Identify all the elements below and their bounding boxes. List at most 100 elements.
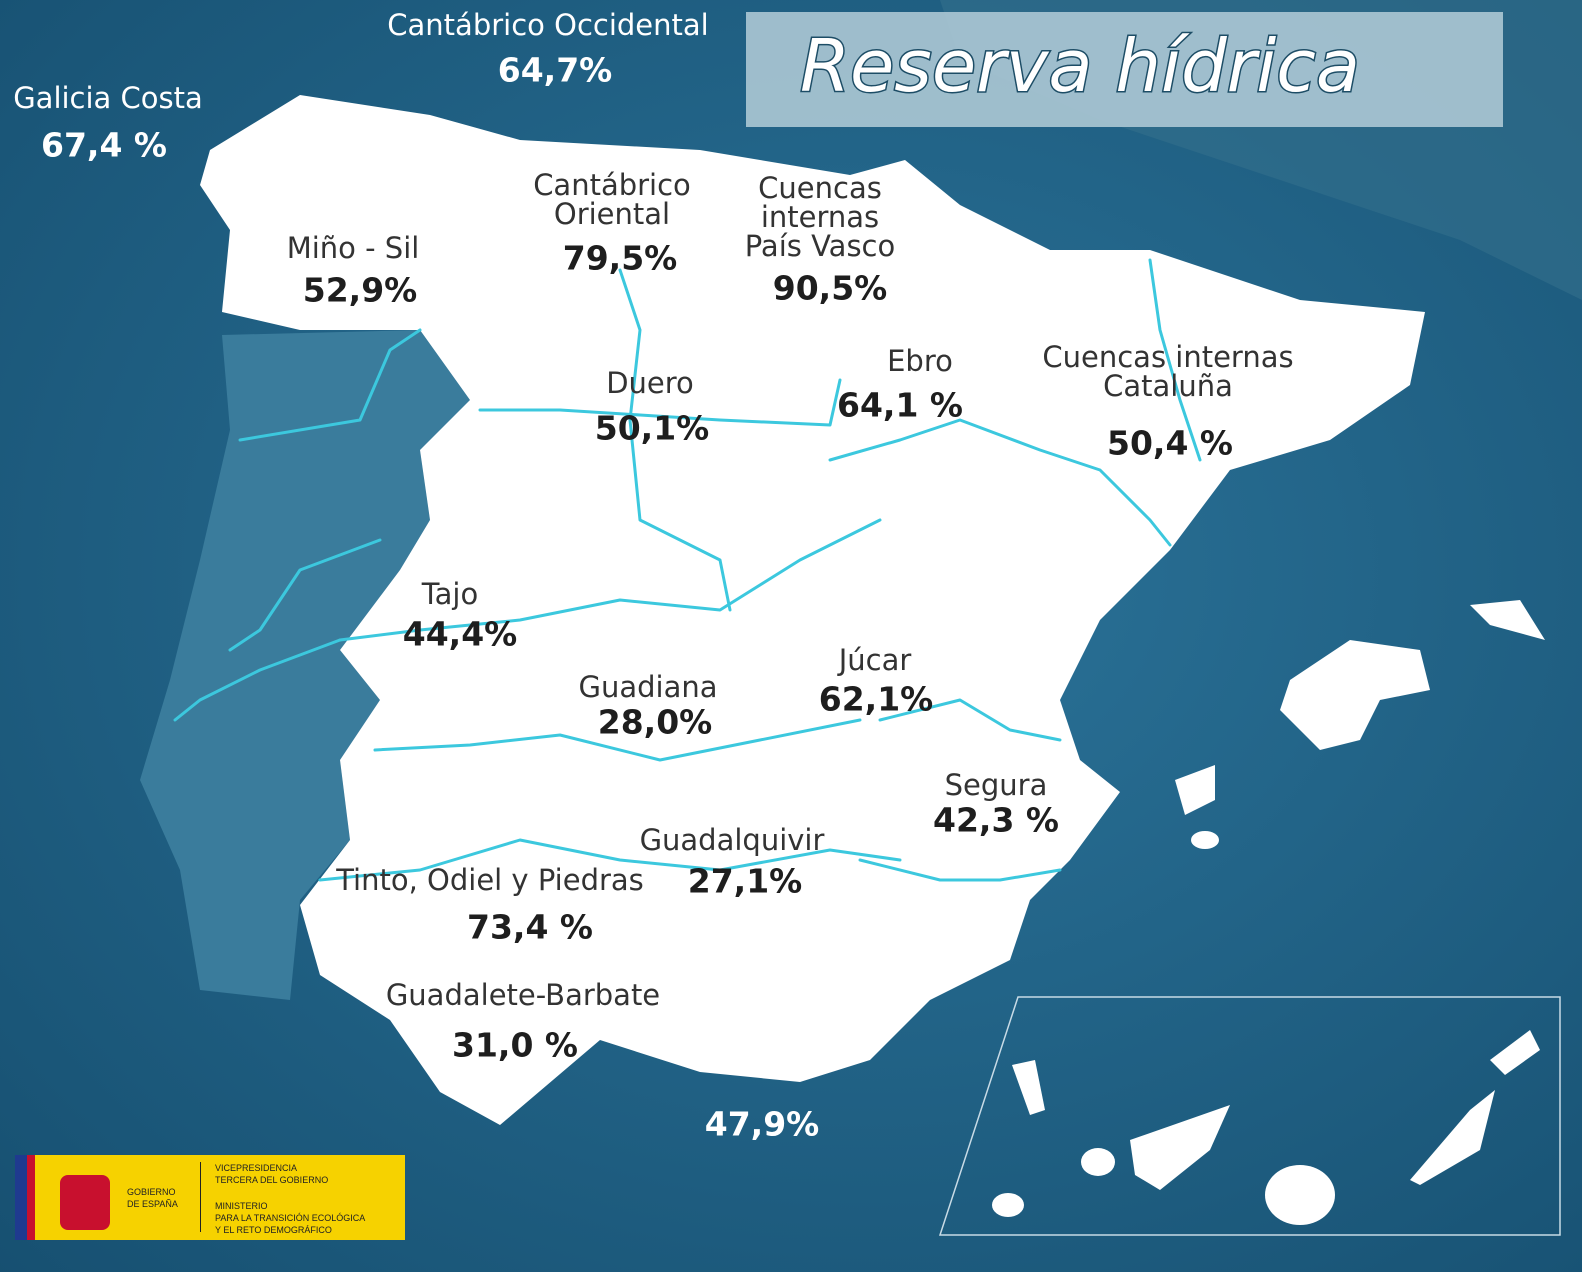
region-label: Guadalquivir 27,1%	[640, 823, 825, 901]
region-label: Duero 50,1%	[595, 366, 710, 448]
logo-text: DE ESPAÑA	[127, 1199, 178, 1209]
logo-text: TERCERA DEL GOBIERNO	[215, 1175, 328, 1185]
region-name: Mediterránea	[667, 1002, 861, 1036]
logo: GOBIERNO DE ESPAÑA VICEPRESIDENCIA TERCERA …	[15, 1155, 405, 1240]
region-name: Cantábrico	[533, 168, 691, 202]
region-label: Guadalete-Barbate 31,0 %	[386, 978, 660, 1065]
region-label: Tinto, Odiel y Piedras 73,4 %	[335, 863, 644, 947]
region-name: Guadalquivir	[640, 823, 825, 857]
formentera	[1191, 831, 1219, 849]
region-value: 64,7%	[498, 51, 613, 90]
region-label: Ebro 64,1 %	[837, 344, 963, 425]
inset-frame	[938, 996, 1561, 1236]
region-value: 42,3 %	[933, 801, 1059, 840]
river	[338, 518, 882, 642]
logo-text: MINISTERIO	[215, 1201, 268, 1211]
region-value: 27,1%	[688, 862, 803, 901]
logo-text: Y EL RETO DEMOGRÁFICO	[215, 1225, 332, 1235]
eu-stripe	[15, 1155, 27, 1240]
region-name: Cuencas	[758, 171, 882, 205]
title: Reserva hídrica	[800, 24, 1360, 108]
balearic-islands	[1175, 600, 1545, 849]
river-portugal	[238, 328, 422, 442]
title-box	[746, 12, 1503, 127]
region-name: Miño - Sil	[287, 231, 420, 265]
region-name: Guadalete-Barbate	[386, 978, 660, 1012]
region-value: 47,9%	[705, 1105, 820, 1144]
region-name: Tinto, Odiel y Piedras	[335, 863, 644, 897]
canary-islands	[938, 996, 1561, 1236]
flag-stripe	[27, 1155, 35, 1240]
region-value: 62,1%	[819, 680, 934, 719]
region-value: 90,5%	[773, 269, 888, 308]
gran-canaria	[1265, 1165, 1335, 1225]
coat-of-arms	[60, 1175, 110, 1230]
river	[828, 418, 1172, 547]
menorca	[1470, 600, 1545, 640]
region-name: Júcar	[837, 643, 912, 677]
logo-text: VICEPRESIDENCIA	[215, 1163, 297, 1173]
region-value: 50,4 %	[1107, 424, 1233, 463]
river	[373, 718, 862, 762]
region-name: País Vasco	[745, 229, 896, 263]
spain	[200, 95, 1425, 1125]
region-name: Tajo	[421, 577, 479, 611]
region-label: Tajo 44,4%	[403, 577, 518, 654]
region-value: 50,1%	[595, 409, 710, 448]
flag-stripe	[35, 1155, 43, 1240]
portugal	[140, 330, 470, 1000]
region-name: Ebro	[887, 344, 953, 378]
logo-text: PARA LA TRANSICIÓN ECOLÓGICA	[215, 1213, 365, 1223]
river-portugal	[228, 538, 382, 652]
fuerteventura	[1410, 1090, 1495, 1185]
region-value: 64,1 %	[837, 386, 963, 425]
region-name: Guadiana	[578, 670, 717, 704]
region-name: Segura	[945, 768, 1048, 802]
logo-text: GOBIERNO	[127, 1187, 176, 1197]
river-portugal	[173, 638, 342, 722]
region-name: Cuencas internas	[1042, 340, 1293, 374]
region-value: 79,5%	[563, 239, 678, 278]
rivers	[173, 258, 1202, 882]
region-name: Oriental	[554, 197, 670, 231]
region-label: Miño - Sil 52,9%	[287, 231, 420, 310]
mallorca	[1280, 640, 1430, 750]
region-name: Galicia Costa	[13, 81, 203, 115]
region-name: Cantábrico Occidental	[387, 8, 708, 42]
region-value: 28,0%	[598, 703, 713, 742]
river	[478, 378, 842, 427]
region-value: 67,4 %	[41, 126, 167, 165]
ibiza	[1175, 765, 1215, 815]
river	[618, 268, 732, 612]
region-labels: Galicia Costa 67,4 % Cantábrico Occidental…	[13, 8, 1293, 1144]
region-name: Cataluña	[1103, 369, 1233, 403]
lanzarote	[1490, 1030, 1540, 1075]
river	[858, 858, 1062, 882]
region-name: Andaluza	[697, 1031, 831, 1065]
la-palma	[1012, 1060, 1045, 1115]
la-gomera	[1081, 1148, 1115, 1176]
river	[1148, 258, 1202, 462]
region-name: Cuenca	[710, 973, 819, 1007]
river	[878, 698, 1062, 742]
region-name: internas	[761, 200, 879, 234]
region-label: Galicia Costa 67,4 %	[13, 81, 203, 165]
region-name: Duero	[606, 366, 694, 400]
el-hierro	[992, 1193, 1024, 1217]
river	[318, 838, 902, 882]
region-value: 44,4%	[403, 615, 518, 654]
region-value: 73,4 %	[467, 908, 593, 947]
tenerife	[1130, 1105, 1230, 1190]
logo-divider	[200, 1162, 201, 1232]
region-value: 31,0 %	[452, 1026, 578, 1065]
region-value: 52,9%	[303, 271, 418, 310]
